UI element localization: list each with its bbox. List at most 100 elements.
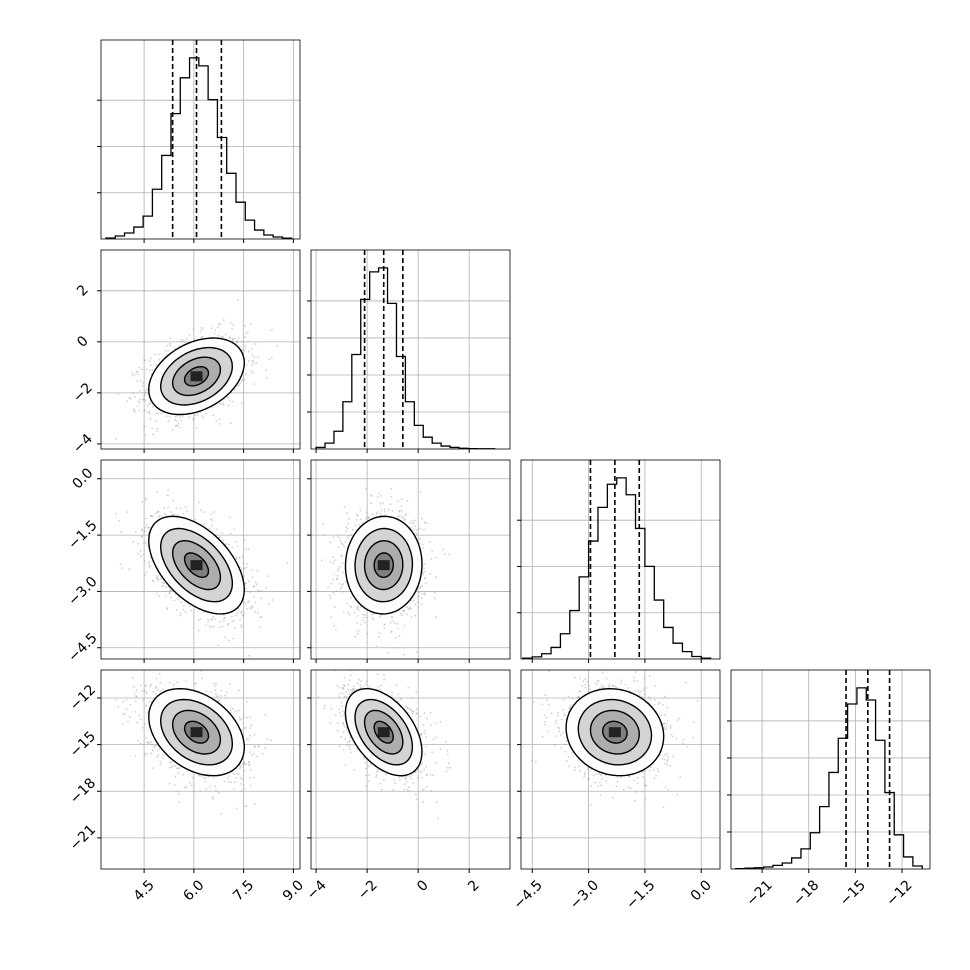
sample-point [566, 739, 568, 742]
sample-point [227, 623, 229, 626]
sample-point [543, 714, 546, 717]
sample-point [419, 586, 422, 588]
sample-point [590, 803, 592, 806]
sample-point [663, 728, 666, 730]
sample-point [423, 528, 425, 531]
sample-point [205, 624, 208, 627]
sample-point [239, 764, 242, 767]
sample-point [251, 364, 254, 366]
sample-point [217, 644, 220, 647]
sample-point [134, 395, 137, 398]
sample-point [332, 562, 335, 564]
sample-point [654, 685, 657, 688]
sample-point [158, 673, 161, 675]
joint-03-contour-2 [159, 698, 234, 766]
sample-point [179, 416, 182, 419]
sample-point [403, 624, 406, 627]
sample-point [172, 499, 175, 502]
sample-point [396, 646, 399, 649]
sample-point [328, 664, 330, 666]
sample-point [342, 611, 345, 614]
sample-point [375, 512, 378, 515]
sample-point [176, 767, 179, 770]
sample-point [183, 341, 186, 344]
sample-point [382, 502, 384, 504]
sample-point [227, 543, 230, 546]
sample-point [622, 788, 625, 791]
sample-point [608, 685, 611, 688]
sample-point [94, 395, 96, 397]
sample-point [338, 536, 341, 539]
sample-point [165, 415, 168, 417]
sample-point [257, 611, 259, 614]
sample-point [215, 692, 217, 695]
sample-point [344, 764, 347, 766]
sample-point [154, 353, 156, 356]
sample-point [435, 722, 438, 725]
sample-point [332, 578, 334, 581]
sample-point [157, 353, 160, 356]
sample-point [189, 781, 191, 784]
sample-point [227, 404, 230, 407]
sample-point [340, 735, 343, 738]
sample-point [383, 508, 386, 510]
sample-point [349, 605, 352, 608]
sample-point [193, 790, 196, 793]
sample-point [559, 733, 562, 736]
sample-point [182, 513, 185, 515]
sample-point [219, 620, 222, 623]
sample-point [359, 651, 361, 653]
sample-point [194, 414, 196, 416]
sample-point [396, 515, 399, 518]
sample-point [253, 362, 256, 365]
sample-point [214, 785, 217, 788]
x-tick-label-0-0: 4.5 [131, 877, 158, 904]
sample-point [209, 691, 212, 693]
joint-02-contour-2 [159, 527, 233, 603]
sample-point [434, 736, 437, 739]
sample-point [419, 490, 422, 493]
sample-point [402, 610, 405, 613]
sample-point [409, 708, 412, 711]
sample-point [379, 512, 382, 515]
sample-point [158, 595, 161, 597]
sample-point [138, 398, 141, 401]
sample-point [645, 687, 648, 689]
sample-point [428, 540, 431, 543]
sample-point [371, 513, 374, 516]
sample-point [393, 622, 396, 624]
sample-point [236, 612, 239, 614]
sample-point [221, 532, 224, 534]
sample-point [365, 511, 368, 514]
sample-point [251, 605, 254, 608]
sample-point [399, 779, 401, 781]
sample-point [419, 586, 422, 589]
sample-point [243, 601, 246, 604]
sample-point [244, 345, 247, 348]
sample-point [242, 763, 245, 765]
sample-point [668, 764, 671, 767]
sample-point [407, 786, 410, 789]
sample-point [212, 511, 215, 513]
sample-point [169, 344, 172, 347]
sample-point [152, 580, 155, 583]
sample-point [240, 717, 243, 720]
sample-point [350, 606, 353, 609]
sample-point [413, 599, 415, 602]
sample-point [247, 601, 249, 604]
sample-point [395, 684, 398, 686]
sample-point [364, 761, 367, 764]
sample-point [638, 691, 641, 694]
sample-point [357, 633, 359, 635]
sample-point [240, 610, 243, 613]
sample-point [186, 510, 189, 513]
sample-point [245, 805, 248, 808]
x-tick-label-2-3: 0.0 [688, 877, 715, 904]
sample-point [667, 756, 669, 759]
sample-point [642, 688, 645, 691]
sample-point [145, 497, 147, 500]
sample-point [409, 521, 411, 524]
sample-point [254, 601, 257, 604]
sample-point [167, 420, 170, 423]
sample-point [135, 370, 138, 373]
